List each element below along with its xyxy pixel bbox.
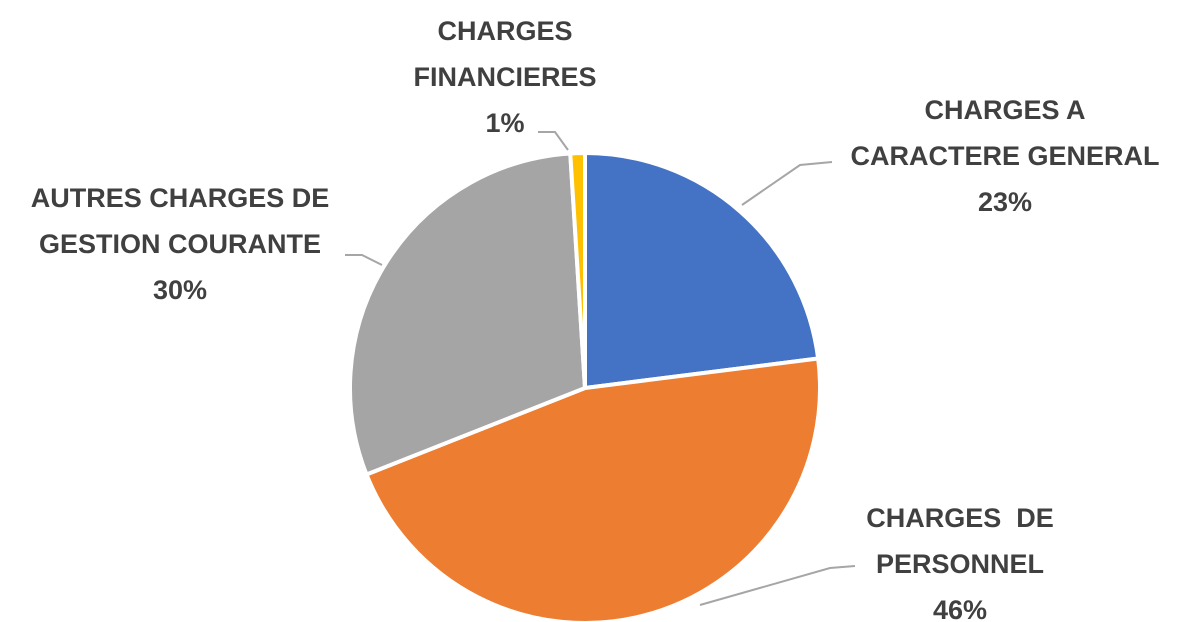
category-label: CHARGES FINANCIERES xyxy=(413,16,597,92)
pie-slice xyxy=(583,151,821,390)
value-label: 30% xyxy=(152,275,208,305)
leader-line xyxy=(741,161,833,206)
pie-slice xyxy=(348,151,587,477)
data-label: CHARGES A CARACTERE GENERAL 23% xyxy=(850,87,1159,225)
data-label: AUTRES CHARGES DE GESTION COURANTE 30% xyxy=(31,175,330,313)
category-label: CHARGES A CARACTERE GENERAL xyxy=(850,95,1160,171)
value-label: 1% xyxy=(485,108,525,138)
data-label: CHARGES DE PERSONNEL 46% xyxy=(866,495,1054,622)
pie-slice xyxy=(568,151,587,390)
leader-line xyxy=(699,565,856,606)
value-label: 23% xyxy=(977,187,1033,217)
leader-line xyxy=(345,254,383,266)
category-label: AUTRES CHARGES DE GESTION COURANTE xyxy=(30,183,330,259)
category-label: CHARGES DE PERSONNEL xyxy=(866,503,1054,579)
data-label: CHARGES FINANCIERES 1% xyxy=(413,8,596,146)
leader-line xyxy=(538,131,569,151)
pie-slice xyxy=(364,356,822,622)
value-label: 46% xyxy=(932,595,988,622)
